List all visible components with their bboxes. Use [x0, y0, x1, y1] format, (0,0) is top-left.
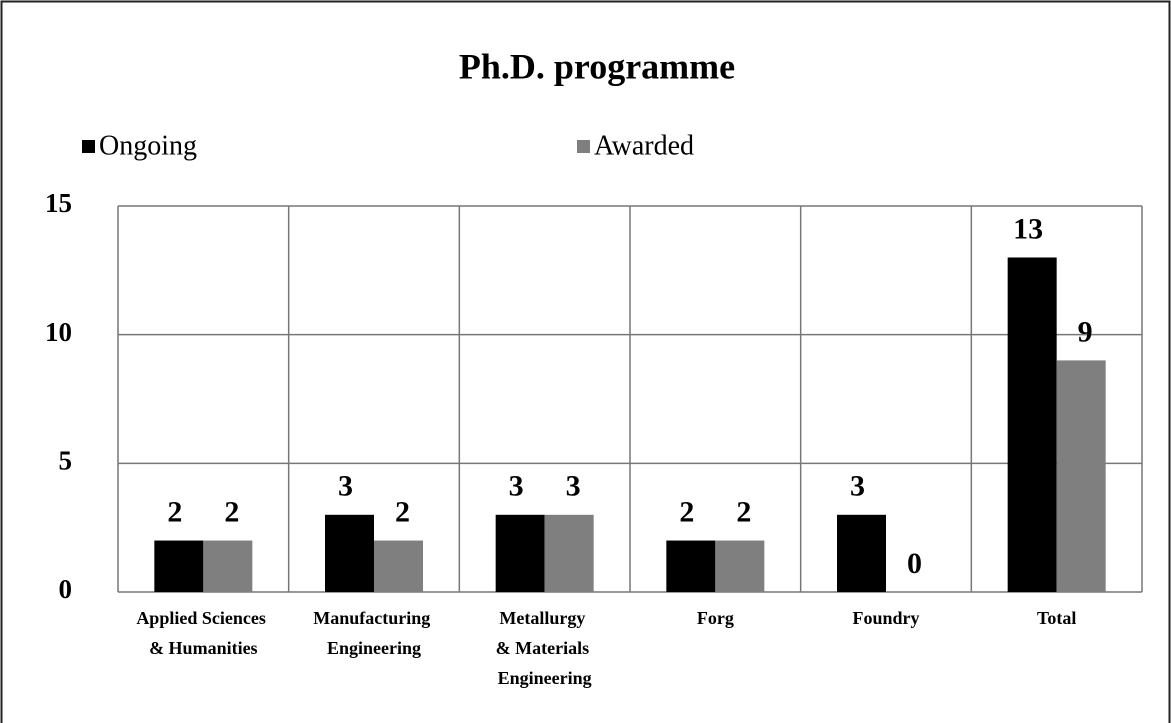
- data-label: 3: [850, 470, 865, 503]
- bar: [1007, 257, 1057, 592]
- bar: [1056, 360, 1106, 592]
- x-tick-label: Applied Sciences & Humanities: [136, 608, 270, 658]
- legend-label: Ongoing: [99, 130, 197, 161]
- legend-label: Awarded: [594, 130, 694, 161]
- bar: [837, 514, 886, 592]
- y-tick-label: 15: [45, 188, 72, 218]
- y-tick-label: 0: [59, 574, 73, 604]
- bar: [666, 540, 716, 592]
- data-label: 9: [1078, 315, 1093, 348]
- bar: [544, 514, 594, 592]
- bar: [495, 514, 545, 592]
- data-label: 2: [224, 495, 239, 528]
- data-label: 2: [167, 495, 182, 528]
- bar: [154, 540, 204, 592]
- data-label: 3: [509, 470, 524, 503]
- x-tick-label: Manufacturing Engineering: [313, 608, 435, 658]
- x-tick-label: Total: [1037, 608, 1076, 628]
- x-tick-label: Metallurgy & Materials Engineering: [496, 608, 594, 688]
- data-label: 13: [1013, 212, 1043, 245]
- data-label: 0: [907, 547, 922, 580]
- legend-swatch: [577, 140, 590, 153]
- data-label: 2: [395, 495, 410, 528]
- bar: [325, 514, 374, 592]
- bar: [203, 540, 253, 592]
- x-tick-label: Forg: [697, 608, 734, 628]
- data-label: 2: [679, 495, 694, 528]
- data-label: 3: [338, 470, 353, 503]
- bar: [374, 540, 423, 592]
- data-label: 3: [566, 470, 581, 503]
- y-tick-label: 10: [45, 317, 72, 347]
- y-tick-label: 5: [59, 446, 73, 476]
- bar: [715, 540, 765, 592]
- data-label: 2: [736, 495, 751, 528]
- x-tick-label: Foundry: [852, 608, 919, 628]
- chart-title: Ph.D. programme: [459, 46, 735, 86]
- legend-swatch: [82, 140, 95, 153]
